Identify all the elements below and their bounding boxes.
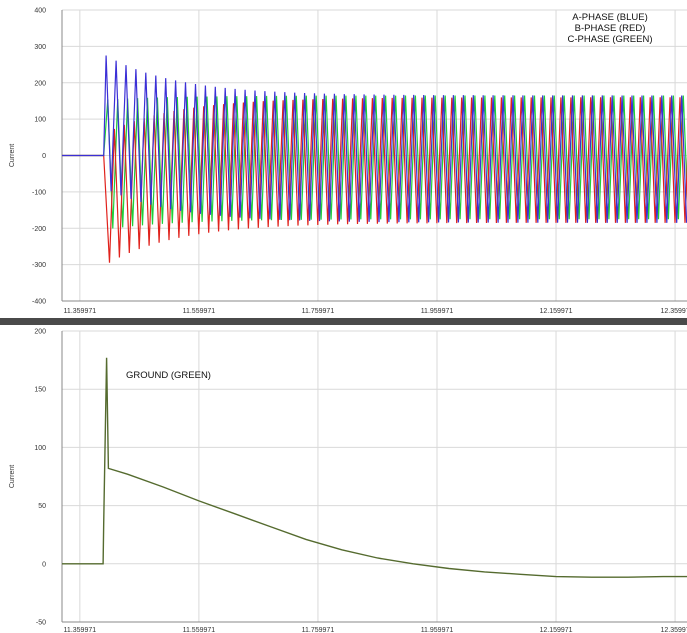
x-tick-label: 11.359971 bbox=[64, 308, 97, 315]
phase-series-lines bbox=[62, 55, 687, 263]
ground-line bbox=[62, 357, 687, 578]
y-tick-label: 200 bbox=[34, 329, 46, 336]
legend-entry: C-PHASE (GREEN) bbox=[568, 34, 653, 45]
x-tick-label: 11.559971 bbox=[183, 627, 216, 633]
x-tick-label: 11.359971 bbox=[64, 627, 97, 633]
y-axis-title-top: Current bbox=[9, 144, 16, 167]
y-axis-title-bottom: Current bbox=[9, 465, 16, 488]
y-tick-label: 200 bbox=[34, 80, 46, 87]
y-tick-label: -100 bbox=[32, 189, 46, 196]
y-tick-label: 100 bbox=[34, 445, 46, 452]
x-tick-label: 11.559971 bbox=[183, 308, 216, 315]
ground-series bbox=[62, 357, 687, 578]
y-tick-label: 150 bbox=[34, 387, 46, 394]
legend-entry-ground: GROUND (GREEN) bbox=[126, 370, 211, 381]
grid-lines bbox=[62, 330, 687, 623]
x-tick-label: 12.159971 bbox=[539, 627, 572, 633]
phase-current-chart: Current 400 300 200 100 0 -100 -200 -300 -400 11.… bbox=[9, 8, 687, 315]
y-tick-label: -300 bbox=[32, 262, 46, 269]
y-tick-label: 50 bbox=[38, 503, 46, 510]
y-tick-label: 0 bbox=[42, 561, 46, 568]
x-tick-label: 11.959971 bbox=[421, 627, 454, 633]
y-tick-label: -200 bbox=[32, 226, 46, 233]
x-tick-label: 12.159971 bbox=[539, 308, 572, 315]
y-tick-label: 400 bbox=[34, 8, 46, 15]
y-tick-label: 0 bbox=[42, 153, 46, 160]
panel-divider[interactable] bbox=[0, 318, 687, 325]
x-tick-label: 12.35997 bbox=[660, 627, 687, 633]
y-tick-label: 300 bbox=[34, 44, 46, 51]
x-tick-label: 11.759971 bbox=[302, 308, 335, 315]
y-tick-label: -50 bbox=[36, 620, 46, 627]
x-tick-label: 11.759971 bbox=[302, 627, 335, 633]
ground-current-chart: Current 200 150 100 50 0 -50 11.359971 11.55997… bbox=[9, 329, 687, 633]
x-tick-label: 12.35997 bbox=[660, 308, 687, 315]
legend-entry: B-PHASE (RED) bbox=[575, 23, 646, 34]
x-tick-label: 11.959971 bbox=[421, 308, 454, 315]
y-tick-label: 100 bbox=[34, 117, 46, 124]
legend-entry: A-PHASE (BLUE) bbox=[572, 12, 648, 23]
y-tick-label: -400 bbox=[32, 299, 46, 306]
a-phase-line bbox=[62, 55, 687, 223]
legend-phases: A-PHASE (BLUE)B-PHASE (RED)C-PHASE (GREE… bbox=[568, 12, 653, 45]
